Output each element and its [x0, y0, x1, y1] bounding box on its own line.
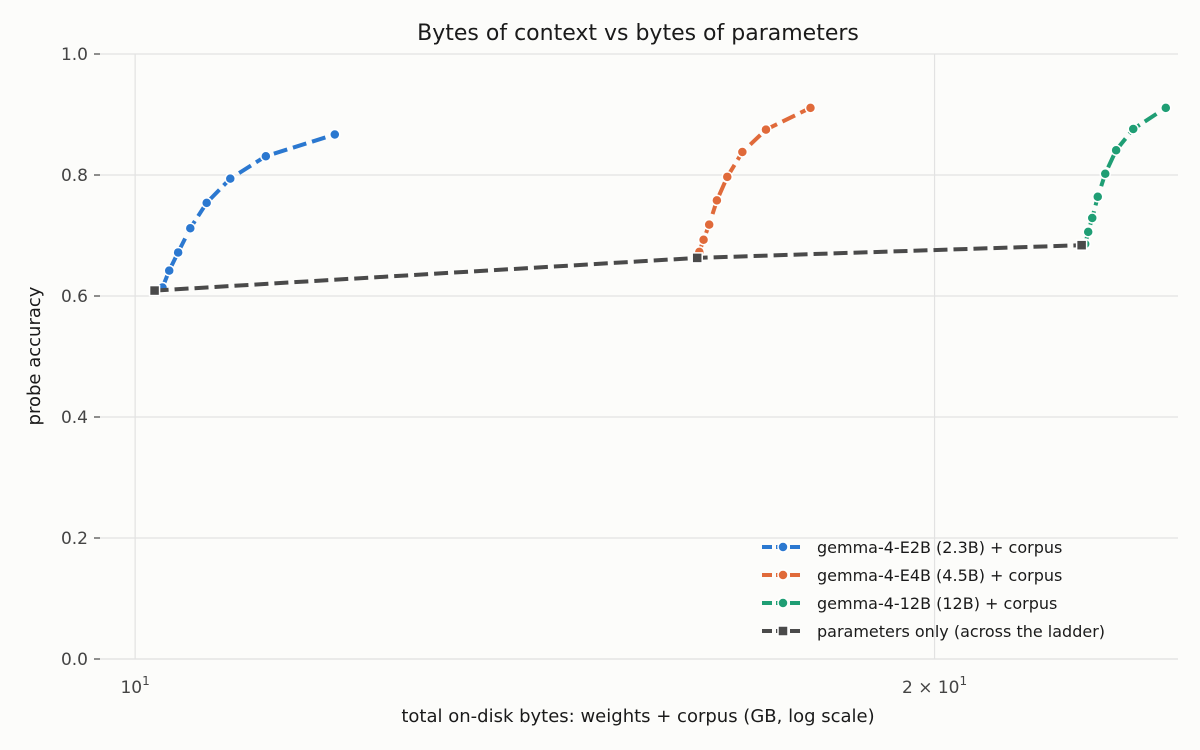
data-point [1110, 144, 1122, 156]
data-point [804, 102, 817, 114]
legend-label: gemma-4-E4B (4.5B) + corpus [817, 566, 1062, 585]
x-tick-label: 2 × 101 [902, 674, 967, 698]
legend-marker [777, 541, 789, 553]
data-point [691, 252, 703, 264]
legend-label: parameters only (across the ladder) [817, 622, 1105, 641]
data-point [224, 172, 237, 185]
data-point [697, 233, 710, 246]
data-point [1099, 168, 1111, 180]
y-tick-label: 1.0 [61, 45, 88, 65]
legend-label: gemma-4-12B (12B) + corpus [817, 594, 1057, 613]
data-point [148, 284, 161, 297]
data-point [1127, 123, 1140, 135]
data-point [1160, 102, 1172, 114]
data-point [172, 246, 184, 259]
y-tick-label: 0.4 [61, 408, 88, 428]
data-point [184, 222, 197, 234]
x-axis-label: total on-disk bytes: weights + corpus (G… [401, 706, 874, 727]
legend-marker [777, 569, 789, 581]
legend: gemma-4-E2B (2.3B) + corpus gemma-4-E4B (… [762, 538, 1105, 641]
data-point [163, 264, 175, 277]
grid [100, 53, 1178, 660]
data-point [1075, 239, 1088, 251]
data-point [260, 150, 272, 162]
series-line-0 [160, 132, 336, 289]
legend-marker [777, 625, 789, 637]
legend-label: gemma-4-E2B (2.3B) + corpus [817, 538, 1062, 557]
chart-title: Bytes of context vs bytes of parameters [417, 21, 859, 46]
y-tick-label: 0.0 [61, 650, 88, 670]
data-point [1092, 191, 1104, 203]
data-point [1086, 212, 1098, 224]
x-tick-label: 101 [120, 674, 149, 698]
y-tick-label: 0.6 [61, 287, 88, 307]
y-tick-label: 0.2 [61, 529, 88, 549]
data-point [760, 123, 772, 136]
y-axis-label: probe accuracy [24, 286, 45, 425]
series-line-1 [697, 106, 812, 253]
data-point [736, 146, 749, 158]
data-point [711, 194, 723, 207]
data-point [200, 197, 213, 209]
data-point [703, 218, 715, 231]
data-point [1082, 226, 1094, 238]
data-point [329, 128, 341, 141]
y-tick-label: 0.8 [61, 166, 88, 186]
data-point [721, 171, 734, 183]
legend-marker [777, 597, 789, 609]
series-line-2 [1083, 106, 1167, 245]
series [148, 102, 1172, 297]
series-line-3 [154, 243, 1082, 293]
axes: 0.0 0.2 0.4 0.6 0.8 1.0 101 2 × 101 [61, 45, 1178, 698]
